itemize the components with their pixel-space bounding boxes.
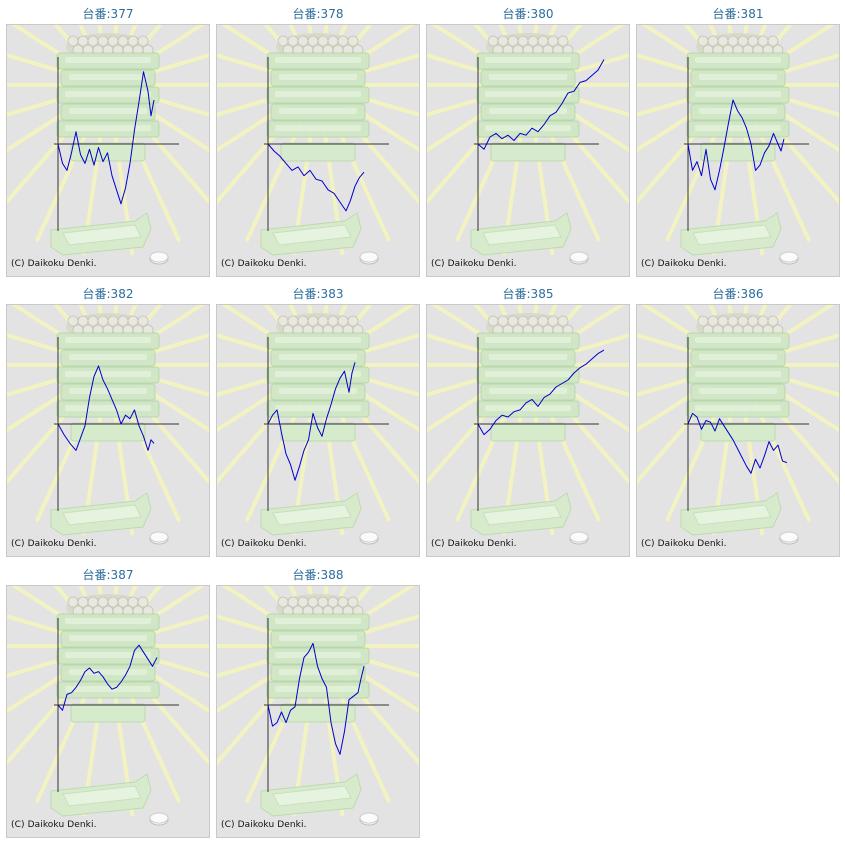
machine-number-title[interactable]: 台番:385 xyxy=(502,287,554,301)
graph-panel: (C) Daikoku Denki. xyxy=(636,24,840,277)
machine-graph-card[interactable]: 台番:385 (C) Daikoku Denki. xyxy=(426,282,630,558)
slump-graph xyxy=(264,337,389,511)
graph-panel: (C) Daikoku Denki. xyxy=(216,304,420,557)
machine-number-title[interactable]: 台番:383 xyxy=(292,287,344,301)
coin-graphic xyxy=(779,251,799,265)
copyright-text: (C) Daikoku Denki. xyxy=(221,259,307,269)
tray-graphic xyxy=(470,212,572,256)
slump-series-line xyxy=(477,59,605,150)
coin-graphic xyxy=(569,251,589,265)
coin-graphic xyxy=(569,531,589,545)
slump-series-line xyxy=(687,412,788,474)
graph-panel: (C) Daikoku Denki. xyxy=(426,304,630,557)
slump-graph xyxy=(474,337,605,511)
tray-graphic xyxy=(50,773,152,817)
slump-graph xyxy=(684,337,809,511)
machine-number-title[interactable]: 台番:377 xyxy=(82,7,134,21)
machine-graph-card[interactable]: 台番:387 (C) Daikoku Denki. xyxy=(6,563,210,839)
tray-graphic xyxy=(260,492,362,536)
stacked-boxes-graphic xyxy=(476,332,580,442)
tray-graphic xyxy=(260,212,362,256)
background-illustration xyxy=(7,305,209,545)
machine-number-title[interactable]: 台番:386 xyxy=(712,287,764,301)
machine-graph-card[interactable]: 台番:380 (C) Daikoku Denki. xyxy=(426,2,630,278)
stacked-boxes-graphic xyxy=(56,613,160,723)
slump-series-line xyxy=(57,365,155,451)
stacked-boxes-graphic xyxy=(686,332,790,442)
copyright-text: (C) Daikoku Denki. xyxy=(11,539,97,549)
graph-panel: (C) Daikoku Denki. xyxy=(426,24,630,277)
graph-panel: (C) Daikoku Denki. xyxy=(216,24,420,277)
copyright-text: (C) Daikoku Denki. xyxy=(221,820,307,830)
stacked-boxes-graphic xyxy=(266,332,370,442)
tray-graphic xyxy=(680,492,782,536)
copyright-text: (C) Daikoku Denki. xyxy=(641,259,727,269)
background-illustration xyxy=(427,305,629,545)
slump-graph xyxy=(54,337,179,511)
background-illustration xyxy=(7,25,209,265)
slump-series-line xyxy=(267,362,356,481)
slump-series-line xyxy=(267,143,365,212)
slump-series-line xyxy=(57,644,158,711)
copyright-text: (C) Daikoku Denki. xyxy=(641,539,727,549)
graph-panel: (C) Daikoku Denki. xyxy=(6,24,210,277)
graph-panel: (C) Daikoku Denki. xyxy=(6,585,210,838)
machine-graph-card[interactable]: 台番:383 (C) Daikoku Denki. xyxy=(216,282,420,558)
graph-panel: (C) Daikoku Denki. xyxy=(636,304,840,557)
background-illustration xyxy=(217,25,419,265)
graph-panel: (C) Daikoku Denki. xyxy=(216,585,420,838)
coin-graphic xyxy=(359,251,379,265)
slump-graph xyxy=(54,618,179,792)
stacked-boxes-graphic xyxy=(56,52,160,162)
tray-graphic xyxy=(680,212,782,256)
machine-number-title[interactable]: 台番:387 xyxy=(82,568,134,582)
stacked-boxes-graphic xyxy=(266,52,370,162)
machine-graph-card[interactable]: 台番:386 (C) Daikoku Denki. xyxy=(636,282,840,558)
tray-graphic xyxy=(470,492,572,536)
background-illustration xyxy=(217,586,419,826)
stacked-boxes-graphic xyxy=(56,332,160,442)
tray-graphic xyxy=(50,212,152,256)
machine-graph-card[interactable]: 台番:378 (C) Daikoku Denki. xyxy=(216,2,420,278)
machine-number-title[interactable]: 台番:380 xyxy=(502,7,554,21)
copyright-text: (C) Daikoku Denki. xyxy=(11,820,97,830)
slump-graph xyxy=(264,57,389,231)
stacked-boxes-graphic xyxy=(476,52,580,162)
slump-graph xyxy=(684,57,809,231)
machine-graph-card[interactable]: 台番:388 (C) Daikoku Denki. xyxy=(216,563,420,839)
copyright-text: (C) Daikoku Denki. xyxy=(431,539,517,549)
tray-graphic xyxy=(50,492,152,536)
coin-graphic xyxy=(779,531,799,545)
slump-graph xyxy=(474,57,605,231)
coin-graphic xyxy=(359,531,379,545)
coin-graphic xyxy=(149,251,169,265)
coin-graphic xyxy=(359,812,379,826)
machine-number-title[interactable]: 台番:382 xyxy=(82,287,134,301)
machine-number-title[interactable]: 台番:378 xyxy=(292,7,344,21)
slump-graph xyxy=(264,618,389,792)
background-illustration xyxy=(217,305,419,545)
machine-graph-card[interactable]: 台番:381 (C) Daikoku Denki. xyxy=(636,2,840,278)
machine-number-title[interactable]: 台番:388 xyxy=(292,568,344,582)
background-illustration xyxy=(7,586,209,826)
slump-series-line xyxy=(687,99,785,191)
slump-graph xyxy=(54,57,179,231)
coin-graphic xyxy=(149,812,169,826)
machine-number-title[interactable]: 台番:381 xyxy=(712,7,764,21)
copyright-text: (C) Daikoku Denki. xyxy=(431,259,517,269)
slump-series-line xyxy=(57,71,155,205)
machine-graph-card[interactable]: 台番:382 (C) Daikoku Denki. xyxy=(6,282,210,558)
copyright-text: (C) Daikoku Denki. xyxy=(221,539,307,549)
slump-series-line xyxy=(267,642,365,755)
background-illustration xyxy=(637,305,839,545)
tray-graphic xyxy=(260,773,362,817)
stacked-boxes-graphic xyxy=(266,613,370,723)
machine-graph-card[interactable]: 台番:377 (C) Daikoku Denki. xyxy=(6,2,210,278)
background-illustration xyxy=(427,25,629,265)
copyright-text: (C) Daikoku Denki. xyxy=(11,259,97,269)
coin-graphic xyxy=(149,531,169,545)
graph-panel: (C) Daikoku Denki. xyxy=(6,304,210,557)
slump-series-line xyxy=(477,349,605,436)
